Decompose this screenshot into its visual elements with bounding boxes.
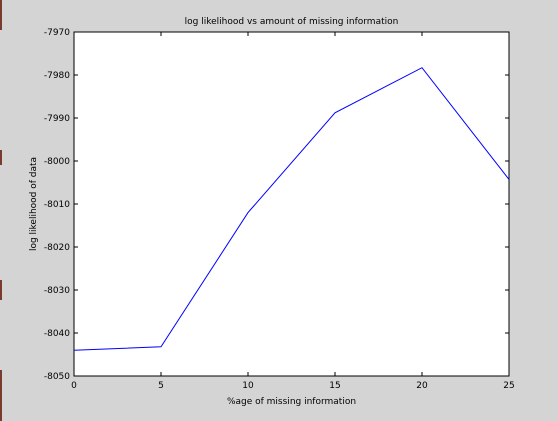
x-tick-label: 20 bbox=[416, 381, 428, 391]
x-tick-label: 25 bbox=[503, 381, 514, 391]
y-tick-label: -8040 bbox=[44, 329, 70, 339]
x-tick-label: 5 bbox=[158, 381, 164, 391]
y-tick-label: -8050 bbox=[44, 372, 70, 382]
x-tick-label: 0 bbox=[71, 381, 77, 391]
edge-mark bbox=[0, 150, 2, 165]
window-edge bbox=[0, 0, 3, 421]
y-tick-label: -7990 bbox=[44, 114, 70, 124]
y-tick-label: -8020 bbox=[44, 243, 70, 253]
edge-mark bbox=[0, 280, 2, 300]
ticks-layer: 0 5 10 15 20 25 -7970 -7980 -7990 -8000 -8010 -8020… bbox=[44, 28, 515, 391]
x-axis-label: %age of missing information bbox=[227, 397, 356, 407]
y-tick-label: -8030 bbox=[44, 286, 70, 296]
x-tick-label: 15 bbox=[329, 381, 340, 391]
series-line bbox=[73, 67, 510, 351]
y-tick-label: -8010 bbox=[44, 200, 70, 210]
x-tick-label: 10 bbox=[242, 381, 254, 391]
y-tick-label: -7980 bbox=[44, 71, 70, 81]
y-axis-label: log likelihood of data bbox=[29, 157, 39, 251]
chart-title: log likelihood vs amount of missing info… bbox=[185, 17, 399, 27]
plot-area bbox=[73, 31, 510, 377]
edge-mark bbox=[0, 370, 2, 421]
y-tick-label: -8000 bbox=[44, 157, 70, 167]
y-tick-label: -7970 bbox=[44, 28, 70, 38]
edge-mark bbox=[0, 0, 2, 30]
series-layer bbox=[73, 67, 510, 351]
